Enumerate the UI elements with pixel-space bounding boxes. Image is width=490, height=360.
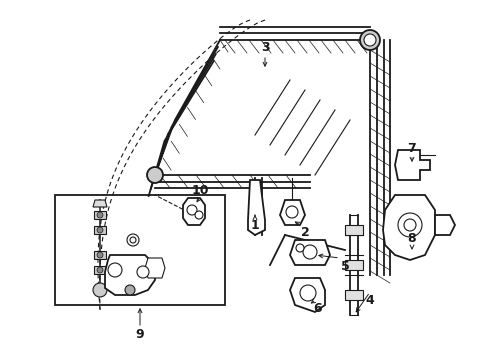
Polygon shape [183,198,205,225]
Polygon shape [435,215,455,235]
Circle shape [195,211,203,219]
Circle shape [97,267,103,273]
Polygon shape [280,200,305,225]
Text: 9: 9 [136,328,145,342]
Polygon shape [105,255,155,295]
Polygon shape [94,226,106,234]
Circle shape [286,206,298,218]
Circle shape [137,266,149,278]
Circle shape [398,213,422,237]
Circle shape [97,212,103,218]
Polygon shape [93,200,107,207]
Circle shape [97,227,103,233]
Polygon shape [383,195,435,260]
Text: 7: 7 [408,141,416,154]
Circle shape [125,285,135,295]
Circle shape [364,34,376,46]
Polygon shape [94,211,106,219]
Polygon shape [94,266,106,274]
Circle shape [97,252,103,258]
Bar [55,195,225,305]
Text: 4: 4 [366,293,374,306]
Polygon shape [248,180,265,235]
Polygon shape [94,251,106,259]
Text: 5: 5 [341,260,349,273]
Polygon shape [345,290,363,300]
Circle shape [187,205,197,215]
Polygon shape [290,278,325,312]
Text: 1: 1 [250,219,259,231]
Text: 2: 2 [301,226,309,239]
Circle shape [296,244,304,252]
Circle shape [360,30,380,50]
Circle shape [303,245,317,259]
Polygon shape [395,150,430,180]
Polygon shape [290,240,330,265]
Circle shape [93,283,107,297]
Text: 8: 8 [408,231,416,244]
Polygon shape [345,225,363,235]
Polygon shape [345,260,363,270]
Circle shape [147,167,163,183]
Text: 3: 3 [261,41,270,54]
Circle shape [404,219,416,231]
Text: 6: 6 [314,302,322,315]
Circle shape [108,263,122,277]
Text: 10: 10 [191,184,209,197]
Circle shape [127,234,139,246]
Circle shape [130,237,136,243]
Circle shape [300,285,316,301]
Polygon shape [145,258,165,278]
